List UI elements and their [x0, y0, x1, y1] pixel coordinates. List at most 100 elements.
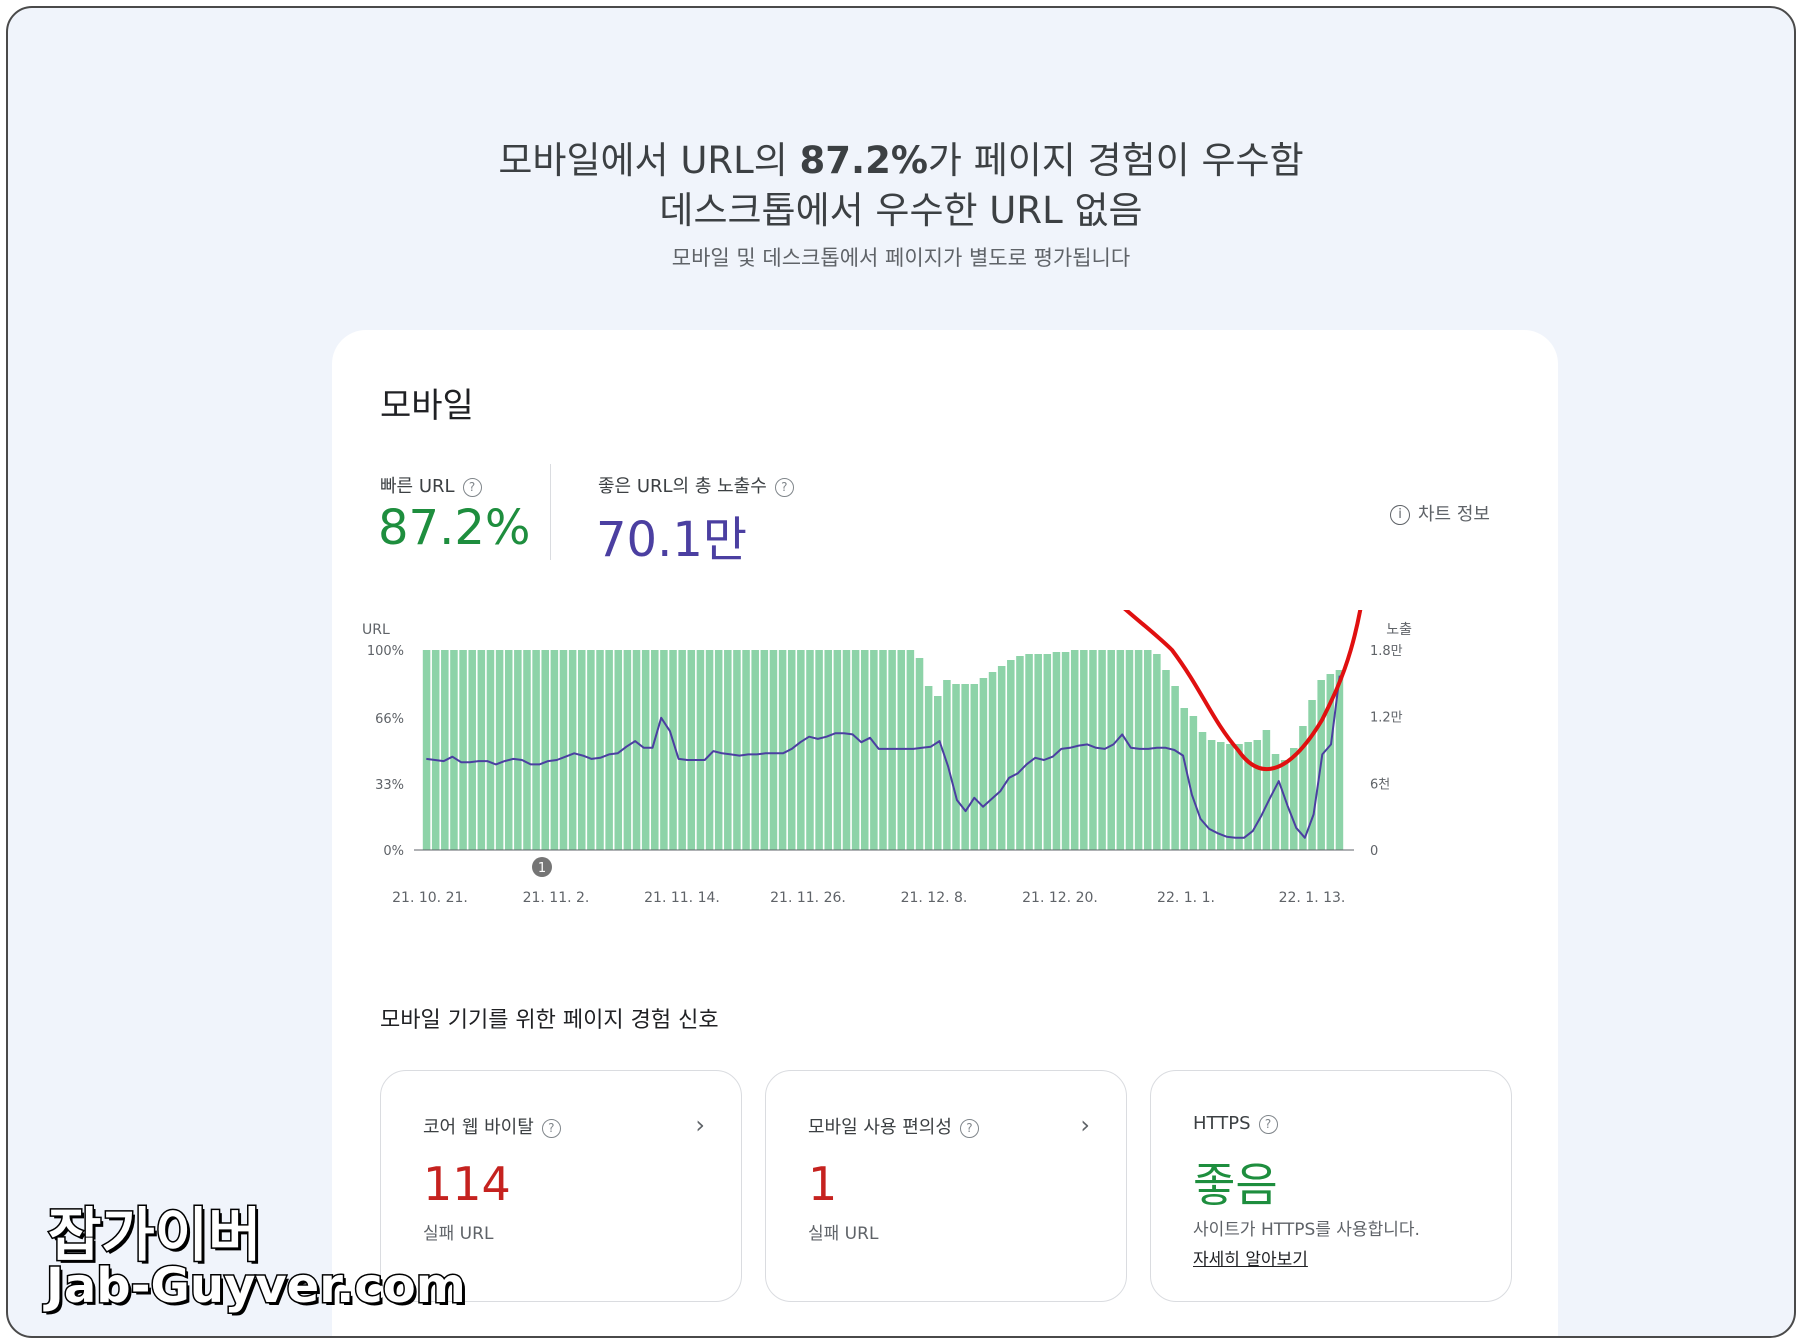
- x-tick-label: 21. 11. 14.: [644, 890, 720, 906]
- url-bar: [486, 650, 495, 850]
- url-bar: [1116, 650, 1125, 850]
- fast-url-metric-label: 빠른 URL?: [380, 472, 482, 498]
- right-tick-label: 1.8만: [1370, 644, 1403, 659]
- url-bar: [778, 650, 787, 850]
- left-tick-label: 100%: [367, 644, 404, 659]
- x-tick-label: 21. 11. 26.: [770, 890, 846, 906]
- chevron-right-icon[interactable]: ›: [695, 1111, 705, 1139]
- url-bar: [687, 650, 696, 850]
- mobile-card: 모바일 빠른 URL? 87.2% 좋은 URL의 총 노출수? 70.1만 i…: [332, 330, 1558, 1336]
- mobile-usability-card[interactable]: 모바일 사용 편의성? › 1 실패 URL: [765, 1070, 1127, 1302]
- url-bar: [459, 650, 467, 850]
- url-bar: [523, 650, 531, 850]
- url-bar: [550, 650, 559, 850]
- chevron-right-icon[interactable]: ›: [1080, 1111, 1090, 1139]
- url-bar: [605, 650, 613, 850]
- url-bar: [1244, 742, 1252, 850]
- url-bar: [468, 650, 476, 850]
- url-bar: [1153, 654, 1161, 850]
- url-bar: [760, 650, 769, 850]
- failed-url-label: 실패 URL: [423, 1224, 494, 1244]
- learn-more-link[interactable]: 자세히 알아보기: [1193, 1250, 1308, 1270]
- url-bar: [1034, 654, 1042, 850]
- url-bar: [532, 650, 540, 850]
- x-tick-label: 22. 1. 13.: [1279, 890, 1346, 906]
- url-bar: [952, 684, 960, 850]
- url-bar: [988, 672, 997, 850]
- x-tick-label: 21. 10. 21.: [392, 890, 468, 906]
- impressions-line: [426, 675, 1341, 839]
- left-tick-label: 66%: [375, 712, 404, 727]
- url-bar: [1198, 732, 1207, 850]
- url-bar: [751, 650, 759, 850]
- card-title: 모바일: [380, 386, 474, 426]
- page-frame: 모바일에서 URL의 87.2%가 페이지 경험이 우수함 데스크톱에서 우수한…: [6, 6, 1796, 1338]
- url-bar: [495, 650, 504, 850]
- url-bar: [906, 650, 915, 850]
- https-status: 좋음: [1193, 1158, 1278, 1212]
- url-bar: [504, 650, 513, 850]
- headline-percent: 87.2%: [799, 139, 928, 182]
- url-bar: [1189, 716, 1198, 850]
- url-bar: [1299, 726, 1307, 850]
- url-bar: [1171, 686, 1179, 850]
- failed-url-count: 114: [423, 1157, 511, 1211]
- url-bar: [678, 650, 686, 850]
- url-bar: [1070, 650, 1079, 850]
- mobile-usability-label: 모바일 사용 편의성?: [808, 1113, 979, 1139]
- left-tick-label: 33%: [375, 778, 404, 793]
- help-icon[interactable]: ?: [541, 1118, 561, 1138]
- https-label-text: HTTPS: [1193, 1113, 1251, 1134]
- url-bar: [1216, 742, 1225, 850]
- core-web-vitals-card[interactable]: 코어 웹 바이탈? › 114 실패 URL: [380, 1070, 742, 1302]
- right-tick-label: 1.2만: [1370, 711, 1403, 726]
- help-icon[interactable]: ?: [774, 477, 794, 497]
- https-label: HTTPS?: [1193, 1113, 1278, 1134]
- fast-url-value: 87.2%: [378, 500, 531, 556]
- url-bar: [1007, 660, 1015, 850]
- url-bar: [961, 684, 969, 850]
- fast-url-label-text: 빠른 URL: [380, 476, 455, 497]
- url-bar: [441, 650, 449, 850]
- url-bar: [1290, 748, 1298, 850]
- url-bar: [651, 650, 659, 850]
- x-tick-label: 21. 12. 20.: [1022, 890, 1098, 906]
- url-bar: [888, 650, 896, 850]
- url-bar: [742, 650, 750, 850]
- url-bar: [514, 650, 522, 850]
- url-bar: [934, 696, 942, 850]
- url-bar: [1308, 700, 1316, 850]
- url-bar: [623, 650, 632, 850]
- info-icon: i: [1390, 505, 1410, 525]
- url-bar: [696, 650, 705, 850]
- url-bar: [660, 650, 668, 850]
- chart-info-button[interactable]: i 차트 정보: [1390, 500, 1490, 526]
- url-bar: [641, 650, 650, 850]
- url-bar: [568, 650, 577, 850]
- url-bar: [970, 684, 979, 850]
- url-bar: [1235, 744, 1243, 850]
- url-bar: [1262, 730, 1271, 850]
- url-bar: [422, 650, 431, 850]
- url-bar: [733, 650, 741, 850]
- url-bar: [714, 650, 723, 850]
- url-bar: [669, 650, 677, 850]
- right-tick-label: 0: [1370, 844, 1378, 859]
- help-icon[interactable]: ?: [959, 1118, 979, 1138]
- url-bar: [1098, 650, 1106, 850]
- url-bar: [559, 650, 568, 850]
- help-icon[interactable]: ?: [462, 477, 482, 497]
- url-bar: [587, 650, 595, 850]
- url-bar: [1226, 744, 1234, 850]
- url-bar: [596, 650, 604, 850]
- url-bar: [1271, 754, 1280, 850]
- url-bar: [1107, 650, 1115, 850]
- core-web-vitals-label-text: 코어 웹 바이탈: [423, 1117, 534, 1138]
- url-bar: [1016, 656, 1024, 850]
- failed-url-label: 실패 URL: [808, 1224, 879, 1244]
- page-subtitle: 모바일 및 데스크톱에서 페이지가 별도로 평가됩니다: [671, 246, 1131, 270]
- url-bar: [577, 650, 586, 850]
- help-icon[interactable]: ?: [1258, 1114, 1278, 1134]
- url-bar: [1043, 654, 1052, 850]
- signals-title: 모바일 기기를 위한 페이지 경험 신호: [380, 1008, 719, 1033]
